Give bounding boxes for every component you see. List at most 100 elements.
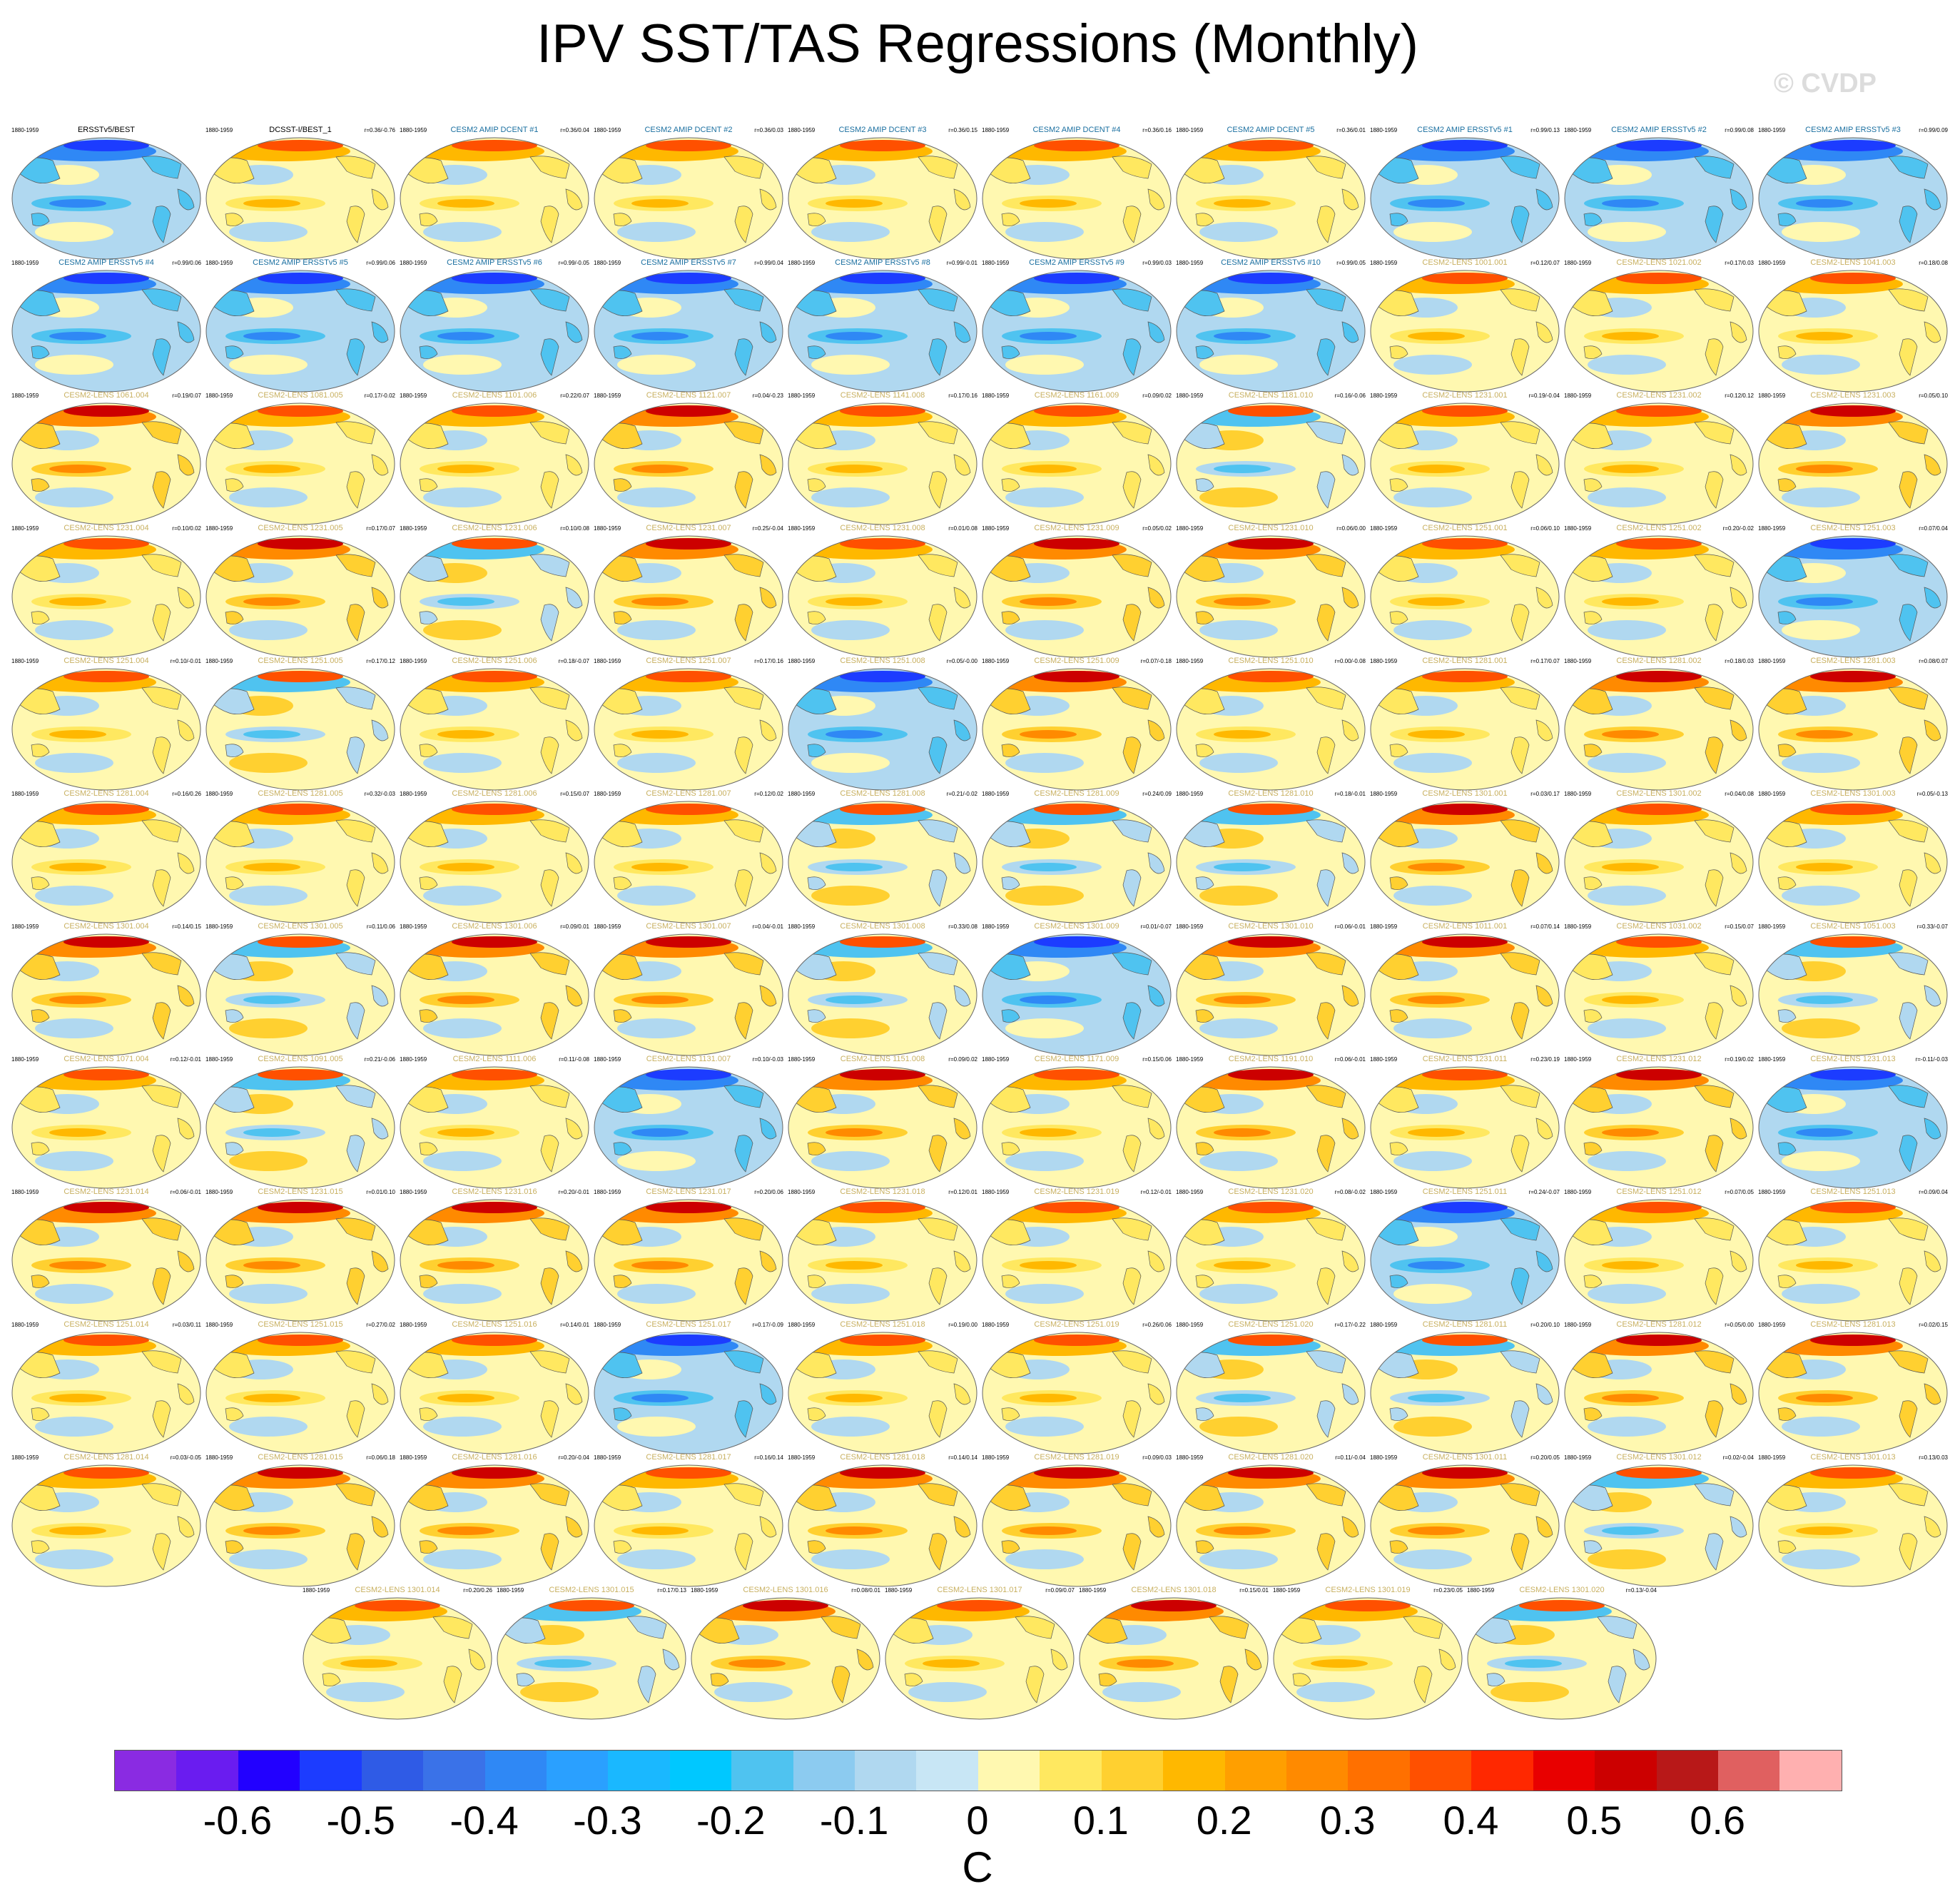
panel-title: CESM2-LENS 1281.014	[64, 1453, 149, 1462]
panel-header: 1880-1959 CESM2-LENS 1301.010 r=0.06/-0.01	[1174, 922, 1367, 932]
regression-map	[205, 270, 395, 393]
regression-map	[11, 1199, 201, 1322]
panel-correlation: r=0.02/-0.04	[1722, 1454, 1754, 1461]
map-panel: 1880-1959 CESM2-LENS 1301.014 r=0.20/0.26	[301, 1586, 494, 1721]
colorbar-swatch	[608, 1751, 670, 1791]
regression-map	[1176, 801, 1366, 923]
panel-correlation: r=0.15/0.06	[1142, 1056, 1172, 1063]
panel-header: 1880-1959 CESM2-LENS 1281.002 r=0.18/0.03	[1563, 657, 1755, 667]
panel-correlation: r=0.99/0.08	[1725, 127, 1754, 133]
colorbar-swatch	[1533, 1751, 1595, 1791]
panel-header: 1880-1959 CESM2-LENS 1301.016 r=0.08/0.01	[689, 1586, 882, 1596]
panel-correlation: r=0.17/0.07	[366, 525, 395, 532]
regression-map	[1564, 801, 1754, 923]
map-panel: 1880-1959 CESM2 AMIP ERSSTv5 #1 r=0.99/0.1…	[1368, 126, 1561, 261]
panel-header: 1880-1959 CESM2-LENS 1281.008 r=0.21/-0.02	[786, 789, 979, 799]
panel-correlation: r=0.99/0.06	[366, 260, 395, 266]
map-panel: 1880-1959 CESM2 AMIP ERSSTv5 #9 r=0.99/0.0…	[980, 258, 1173, 394]
panel-title: CESM2-LENS 1061.004	[64, 391, 149, 400]
map-panel: 1880-1959 CESM2 AMIP DCENT #4 r=0.36/0.16	[980, 126, 1173, 261]
panel-header: 1880-1959 CESM2 AMIP DCENT #5 r=0.36/0.01	[1174, 126, 1367, 136]
colorbar-swatch	[1595, 1751, 1657, 1791]
panel-header: 1880-1959 CESM2-LENS 1091.005 r=0.21/-0.06	[204, 1055, 397, 1065]
regression-map	[594, 1332, 783, 1454]
panel-title: CESM2-LENS 1231.017	[646, 1188, 731, 1196]
regression-map	[1370, 137, 1560, 260]
panel-title: CESM2-LENS 1151.008	[840, 1055, 925, 1063]
regression-map	[400, 1199, 589, 1322]
panel-correlation: r=0.03/0.11	[172, 1322, 201, 1328]
map-panel: 1880-1959 CESM2-LENS 1011.001 r=0.07/0.14	[1368, 922, 1561, 1058]
colorbar-tick-label: 0.6	[1690, 1798, 1746, 1843]
map-panel: 1880-1959 CESM2-LENS 1281.019 r=0.09/0.03	[980, 1453, 1173, 1589]
colorbar-swatch	[423, 1751, 485, 1791]
panel-period: 1880-1959	[885, 1587, 913, 1594]
panel-period: 1880-1959	[1758, 260, 1786, 266]
map-panel: 1880-1959 CESM2-LENS 1251.001 r=0.06/0.10	[1368, 524, 1561, 659]
panel-header: 1880-1959 CESM2-LENS 1301.001 r=0.03/0.17	[1368, 789, 1561, 799]
map-panel: 1880-1959 CESM2-LENS 1281.003 r=0.08/0.07	[1757, 657, 1949, 792]
panel-period: 1880-1959	[594, 1322, 621, 1328]
panel-correlation: r=0.16/0.26	[172, 791, 201, 797]
map-panel: 1880-1959 CESM2-LENS 1251.018 r=0.19/0.00	[786, 1320, 979, 1456]
panel-header: 1880-1959 CESM2-LENS 1251.005 r=0.17/0.12	[204, 657, 397, 667]
panel-header: 1880-1959 CESM2-LENS 1231.018 r=0.12/0.01	[786, 1188, 979, 1197]
panel-correlation: r=0.11/-0.08	[559, 1056, 589, 1063]
regression-map	[594, 668, 783, 791]
panel-header: 1880-1959 CESM2 AMIP ERSSTv5 #10 r=0.99/0.…	[1174, 258, 1367, 268]
panel-header: 1880-1959 CESM2-LENS 1231.017 r=0.20/0.06	[592, 1188, 785, 1197]
panel-correlation: r=0.33/0.08	[948, 923, 978, 930]
panel-correlation: r=0.06/0.10	[1530, 525, 1560, 532]
map-panel: 1880-1959 CESM2-LENS 1281.011 r=0.20/0.10	[1368, 1320, 1561, 1456]
panel-period: 1880-1959	[205, 260, 233, 266]
panel-period: 1880-1959	[205, 393, 233, 399]
map-panel: 1880-1959 CESM2 AMIP DCENT #3 r=0.36/0.15	[786, 126, 979, 261]
panel-period: 1880-1959	[205, 658, 233, 664]
panel-correlation: r=0.11/0.06	[366, 923, 395, 930]
panel-title: CESM2-LENS 1251.001	[1422, 524, 1508, 532]
panel-title: CESM2-LENS 1251.008	[840, 657, 925, 665]
regression-map	[1758, 137, 1948, 260]
regression-map	[788, 1066, 978, 1189]
panel-period: 1880-1959	[1370, 923, 1398, 930]
regression-map	[1758, 801, 1948, 923]
panel-period: 1880-1959	[1370, 127, 1398, 133]
panel-period: 1880-1959	[205, 1189, 233, 1195]
panel-correlation: r=0.20/-0.01	[558, 1189, 589, 1195]
map-panel: 1880-1959 CESM2-LENS 1281.013 r=0.02/0.15	[1757, 1320, 1949, 1456]
panel-title: CESM2-LENS 1111.006	[452, 1055, 537, 1063]
colorbar-tick-label: -0.4	[450, 1798, 519, 1843]
panel-title: CESM2-LENS 1301.008	[840, 922, 925, 931]
panel-header: 1880-1959 CESM2 AMIP ERSSTv5 #7 r=0.99/0.0…	[592, 258, 785, 268]
panel-correlation: r=0.24/-0.07	[1528, 1189, 1560, 1195]
panel-period: 1880-1959	[11, 1056, 39, 1063]
regression-map	[205, 1464, 395, 1587]
panel-period: 1880-1959	[400, 1189, 427, 1195]
panel-header: 1880-1959 CESM2-LENS 1171.009 r=0.15/0.06	[980, 1055, 1173, 1065]
regression-map	[594, 137, 783, 260]
panel-period: 1880-1959	[1564, 1454, 1592, 1461]
regression-map	[400, 137, 589, 260]
panel-period: 1880-1959	[11, 658, 39, 664]
colorbar-swatch	[731, 1751, 793, 1791]
panel-title: CESM2-LENS 1161.009	[1034, 391, 1119, 400]
panel-period: 1880-1959	[205, 923, 233, 930]
panel-title: CESM2-LENS 1231.012	[1616, 1055, 1702, 1063]
panel-header: 1880-1959 CESM2-LENS 1301.003 r=0.05/-0.13	[1757, 789, 1949, 799]
panel-header: 1880-1959 CESM2-LENS 1301.012 r=0.02/-0.04	[1563, 1453, 1755, 1463]
regression-map	[11, 1066, 201, 1189]
regression-map	[11, 137, 201, 260]
panel-period: 1880-1959	[788, 1056, 816, 1063]
regression-map	[1370, 933, 1560, 1056]
panel-header: 1880-1959 CESM2-LENS 1301.018 r=0.15/0.01	[1077, 1586, 1270, 1596]
colorbar-swatch	[300, 1751, 362, 1791]
panel-title: CESM2-LENS 1231.007	[646, 524, 731, 532]
colorbar-swatch	[1286, 1751, 1349, 1791]
map-panel: 1880-1959 CESM2-LENS 1231.009 r=0.05/0.02	[980, 524, 1173, 659]
panel-period: 1880-1959	[11, 393, 39, 399]
map-panel: 1880-1959 CESM2-LENS 1281.007 r=0.12/0.02	[592, 789, 785, 925]
panel-title: CESM2-LENS 1251.019	[1034, 1320, 1119, 1329]
colorbar-swatch	[484, 1751, 547, 1791]
panel-period: 1880-1959	[594, 923, 621, 930]
panel-period: 1880-1959	[1176, 658, 1204, 664]
